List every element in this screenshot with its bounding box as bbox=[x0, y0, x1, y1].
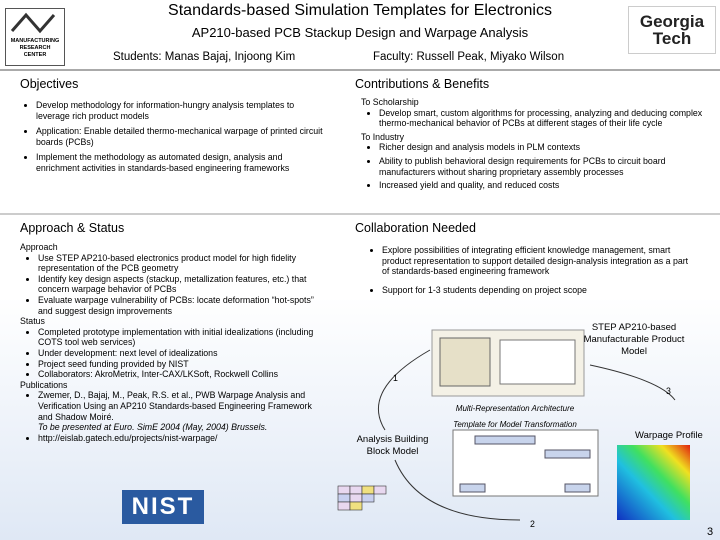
objectives-list: Develop methodology for information-hung… bbox=[18, 100, 328, 179]
item: Zwemer, D., Bajaj, M., Peak, R.S. et al.… bbox=[38, 390, 320, 432]
logo-text: MANUFACTURING bbox=[10, 38, 60, 44]
contributions-list: To Scholarship Develop smart, custom alg… bbox=[361, 97, 706, 191]
collaboration-list: Explore possibilities of integrating eff… bbox=[362, 245, 697, 300]
approach-list: Approach Use STEP AP210-based electronic… bbox=[20, 242, 320, 443]
item: Collaborators: AkroMetrix, Inter-CAX/LKS… bbox=[38, 369, 320, 380]
group-heading: Approach bbox=[20, 242, 58, 252]
section-title: Objectives bbox=[20, 77, 79, 91]
architecture-label: Multi-Representation Architecture bbox=[455, 404, 575, 413]
students: Students: Manas Bajaj, Injoong Kim bbox=[113, 51, 296, 63]
arch-box bbox=[544, 449, 591, 459]
item: Application: Enable detailed thermo-mech… bbox=[36, 126, 328, 147]
item: Use STEP AP210-based electronics product… bbox=[38, 253, 320, 274]
template-label: Template for Model Transformation bbox=[453, 420, 577, 429]
board-image bbox=[439, 337, 491, 387]
step-label: 2 bbox=[530, 519, 535, 529]
warpage-image bbox=[617, 445, 690, 520]
page-number: 3 bbox=[707, 526, 714, 538]
arrows bbox=[377, 349, 676, 521]
logo-text: CENTER bbox=[23, 52, 47, 58]
step-label: 3 bbox=[666, 386, 671, 396]
mrc-logo: MANUFACTURING RESEARCH CENTER bbox=[5, 8, 65, 66]
item: Identify key design aspects (stackup, me… bbox=[38, 274, 320, 295]
section-title: Approach & Status bbox=[20, 221, 125, 235]
group-heading: Status bbox=[20, 316, 45, 327]
subtitle: AP210-based PCB Stackup Design and Warpa… bbox=[191, 25, 529, 40]
arch-box bbox=[564, 483, 591, 493]
abb-label: Analysis Building Block Model bbox=[356, 434, 429, 457]
group-heading: To Scholarship bbox=[361, 97, 419, 107]
item: Develop methodology for information-hung… bbox=[36, 100, 328, 121]
item: Project seed funding provided by NIST bbox=[38, 359, 320, 370]
gt-logo: Georgia Tech bbox=[628, 6, 716, 54]
item: Increased yield and quality, and reduced… bbox=[379, 180, 706, 191]
note: To be presented at Euro. SimE 2004 (May,… bbox=[38, 422, 268, 433]
logo-text: Tech bbox=[652, 29, 692, 48]
abb-image bbox=[337, 485, 387, 511]
title: Standards-based Simulation Templates for… bbox=[168, 2, 552, 19]
item: Explore possibilities of integrating eff… bbox=[382, 245, 697, 277]
item: Evaluate warpage vulnerability of PCBs: … bbox=[38, 295, 320, 316]
item: Develop smart, custom algorithms for pro… bbox=[379, 108, 706, 129]
item: Support for 1-3 students depending on pr… bbox=[382, 285, 697, 296]
tree-image bbox=[499, 339, 576, 385]
warpage-label: Warpage Profile bbox=[635, 430, 703, 441]
step-label: 1 bbox=[393, 373, 398, 383]
section-title: Collaboration Needed bbox=[355, 221, 476, 235]
item-text: Zwemer, D., Bajaj, M., Peak, R.S. et al.… bbox=[38, 390, 312, 422]
group-heading: To Industry bbox=[361, 131, 405, 142]
item: Completed prototype implementation with … bbox=[38, 327, 320, 348]
item: Ability to publish behavioral design req… bbox=[379, 156, 706, 177]
nist-logo: NIST bbox=[122, 490, 204, 524]
product-model-label: STEP AP210-based Manufacturable Product … bbox=[583, 322, 685, 357]
logo-mark bbox=[10, 12, 56, 34]
group-heading: Publications bbox=[20, 379, 68, 390]
item: Richer design and analysis models in PLM… bbox=[379, 142, 706, 153]
arch-box bbox=[459, 483, 486, 493]
item: http://eislab.gatech.edu/projects/nist-w… bbox=[38, 433, 320, 444]
logo-text: RESEARCH bbox=[19, 45, 51, 51]
arch-box bbox=[474, 435, 536, 445]
item: Under development: next level of idealiz… bbox=[38, 348, 320, 359]
logo-text: Georgia bbox=[639, 12, 705, 31]
item: Implement the methodology as automated d… bbox=[36, 152, 328, 173]
section-title: Contributions & Benefits bbox=[355, 77, 490, 91]
faculty: Faculty: Russell Peak, Miyako Wilson bbox=[373, 51, 565, 63]
